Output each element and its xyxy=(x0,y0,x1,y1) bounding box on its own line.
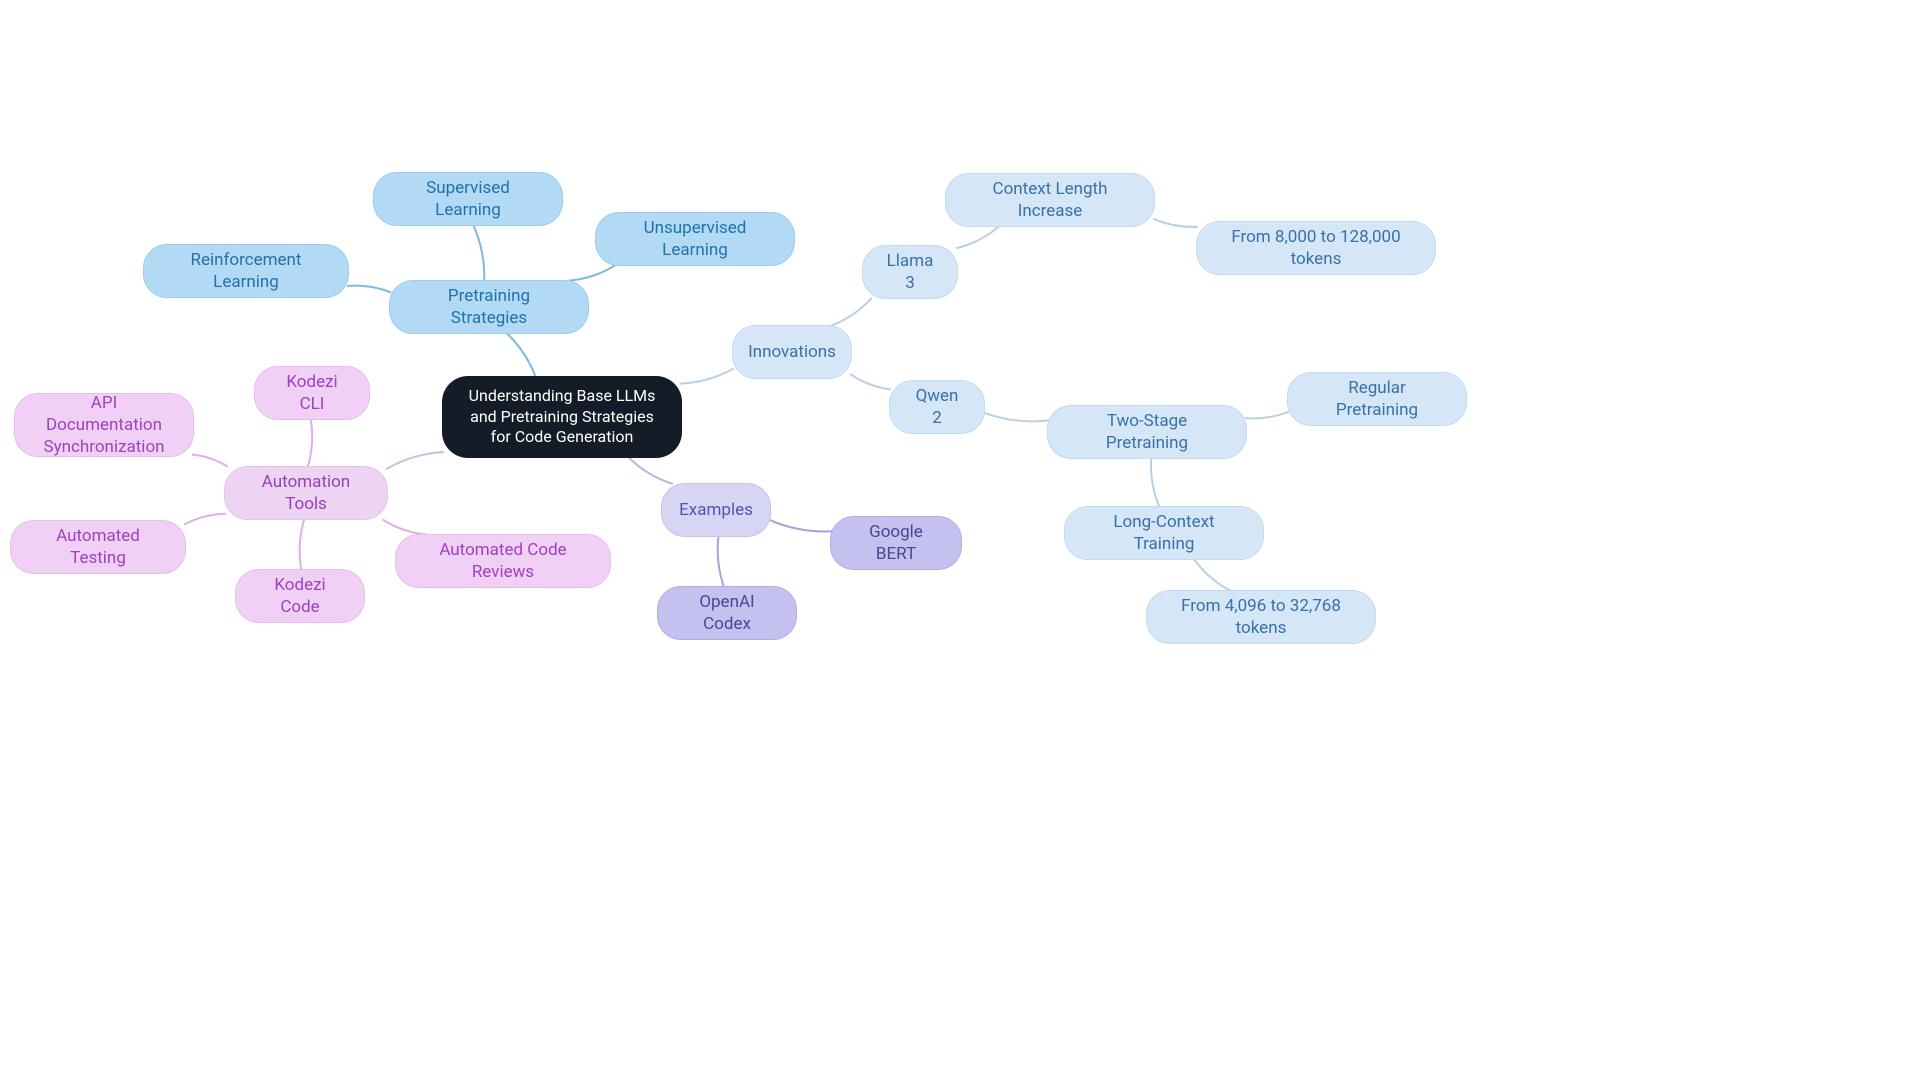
node-label: API Documentation Synchronization xyxy=(37,392,171,458)
node-root[interactable]: Understanding Base LLMs and Pretraining … xyxy=(442,376,682,458)
node-label: Llama 3 xyxy=(885,250,935,294)
node-label: From 4,096 to 32,768 tokens xyxy=(1169,595,1353,639)
edge-automation-kodezicode xyxy=(300,518,305,571)
node-label: Unsupervised Learning xyxy=(618,217,772,261)
node-llama3[interactable]: Llama 3 xyxy=(862,245,958,299)
edge-innovations-qwen2 xyxy=(850,374,891,389)
node-pretraining[interactable]: Pretraining Strategies xyxy=(389,280,589,334)
node-label: Context Length Increase xyxy=(968,178,1132,222)
node-twostage[interactable]: Two-Stage Pretraining xyxy=(1047,405,1247,459)
node-label: Google BERT xyxy=(853,521,939,565)
edge-automation-autotest xyxy=(184,514,226,525)
node-reinforcement[interactable]: Reinforcement Learning xyxy=(143,244,349,298)
edge-automation-codereviews xyxy=(382,519,426,534)
node-ctxlen[interactable]: Context Length Increase xyxy=(945,173,1155,227)
edge-innovations-llama3 xyxy=(830,298,872,326)
node-kodezicode[interactable]: Kodezi Code xyxy=(235,569,365,623)
node-label: Automated Testing xyxy=(33,525,163,569)
node-label: Two-Stage Pretraining xyxy=(1070,410,1224,454)
edge-pretraining-unsupervised xyxy=(569,265,615,280)
node-innovations[interactable]: Innovations xyxy=(732,325,852,379)
node-autotest[interactable]: Automated Testing xyxy=(10,520,186,574)
node-label: Kodezi CLI xyxy=(277,371,347,415)
node-ctxtokens[interactable]: From 8,000 to 128,000 tokens xyxy=(1196,221,1436,275)
edge-automation-apidoc xyxy=(192,455,228,467)
node-longctx[interactable]: Long-Context Training xyxy=(1064,506,1264,560)
node-unsupervised[interactable]: Unsupervised Learning xyxy=(595,212,795,266)
node-qwen2[interactable]: Qwen 2 xyxy=(889,380,985,434)
edge-root-pretraining xyxy=(506,332,536,377)
edge-root-innovations xyxy=(680,368,734,383)
edge-root-examples xyxy=(628,457,673,484)
edge-twostage-regular xyxy=(1245,412,1289,419)
node-automation[interactable]: Automation Tools xyxy=(224,466,388,520)
node-label: Qwen 2 xyxy=(912,385,962,429)
edge-root-automation xyxy=(386,452,444,469)
node-examples[interactable]: Examples xyxy=(661,483,771,537)
edge-llama3-ctxlen xyxy=(956,226,999,248)
edge-pretraining-supervised xyxy=(473,224,484,282)
node-label: Innovations xyxy=(748,341,836,363)
node-codex[interactable]: OpenAI Codex xyxy=(657,586,797,640)
node-supervised[interactable]: Supervised Learning xyxy=(373,172,563,226)
edge-ctxlen-ctxtokens xyxy=(1153,219,1198,227)
node-label: Automation Tools xyxy=(247,471,365,515)
edge-automation-kodezicli xyxy=(308,418,313,468)
node-label: From 8,000 to 128,000 tokens xyxy=(1219,226,1413,270)
edge-pretraining-reinforcement xyxy=(347,286,391,293)
node-label: Pretraining Strategies xyxy=(412,285,566,329)
node-label: Reinforcement Learning xyxy=(166,249,326,293)
node-regular[interactable]: Regular Pretraining xyxy=(1287,372,1467,426)
node-label: Regular Pretraining xyxy=(1310,377,1444,421)
node-label: Automated Code Reviews xyxy=(418,539,588,583)
node-label: Kodezi Code xyxy=(258,574,342,618)
node-label: Understanding Base LLMs and Pretraining … xyxy=(464,386,660,448)
edge-qwen2-twostage xyxy=(983,412,1049,421)
edge-examples-codex xyxy=(718,535,725,588)
node-label: Supervised Learning xyxy=(396,177,540,221)
node-label: Long-Context Training xyxy=(1087,511,1241,555)
node-codereviews[interactable]: Automated Code Reviews xyxy=(395,534,611,588)
node-label: OpenAI Codex xyxy=(680,591,774,635)
node-kodezicli[interactable]: Kodezi CLI xyxy=(254,366,370,420)
node-bert[interactable]: Google BERT xyxy=(830,516,962,570)
node-longtokens[interactable]: From 4,096 to 32,768 tokens xyxy=(1146,590,1376,644)
edge-examples-bert xyxy=(769,520,832,532)
edge-longctx-longtokens xyxy=(1194,559,1232,592)
node-label: Examples xyxy=(679,499,753,521)
edge-twostage-longctx xyxy=(1151,457,1160,508)
node-apidoc[interactable]: API Documentation Synchronization xyxy=(14,393,194,457)
